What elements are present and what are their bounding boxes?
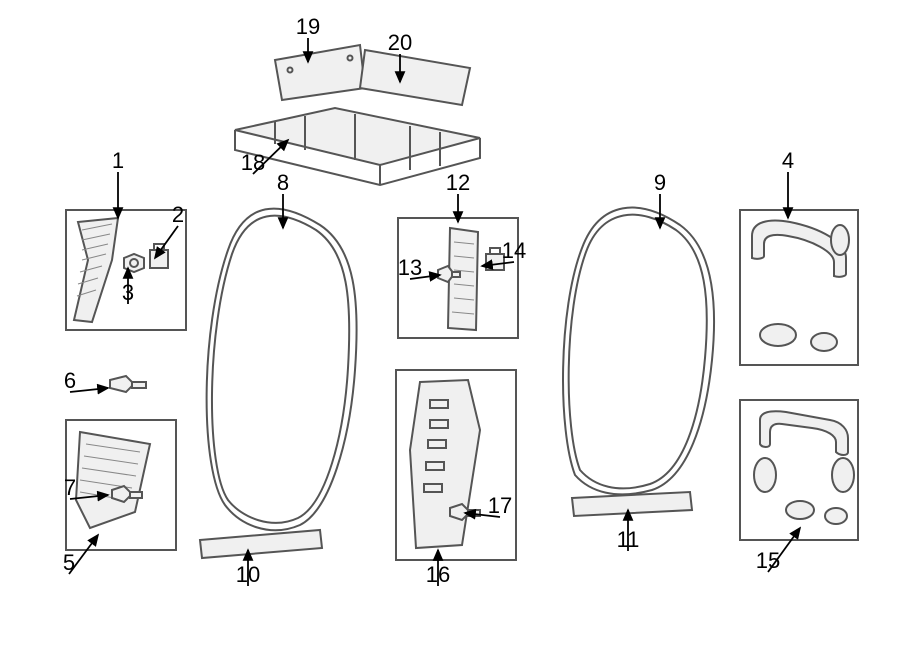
part-bolt-17 — [450, 504, 480, 520]
callout-label-16: 16 — [426, 562, 450, 587]
callout-label-5: 5 — [63, 550, 75, 575]
part-front-sill-plate — [200, 530, 322, 558]
callout-label-15: 15 — [756, 548, 780, 573]
callout-label-7: 7 — [64, 475, 76, 500]
part-tray-lid-left — [275, 45, 365, 100]
callout-label-19: 19 — [296, 14, 320, 39]
callout-label-9: 9 — [654, 170, 666, 195]
parts-diagram: 1234567891011121314151617181920 — [0, 0, 900, 661]
part-a-pillar-trim — [74, 218, 118, 322]
callout-label-18: 18 — [241, 150, 265, 175]
callout-label-11: 11 — [617, 527, 640, 552]
part-rear-sill-plate — [572, 492, 692, 516]
part-bolt-6 — [110, 376, 146, 392]
part-tray-lid-right — [360, 50, 470, 105]
callout-label-14: 14 — [502, 238, 526, 263]
part-b-pillar-lower — [410, 380, 480, 548]
callout-label-10: 10 — [236, 562, 260, 587]
callout-label-13: 13 — [398, 255, 422, 280]
callout-label-8: 8 — [277, 170, 289, 195]
callout-label-20: 20 — [388, 30, 412, 55]
callout-label-2: 2 — [172, 202, 184, 227]
part-nut-3 — [124, 254, 144, 272]
part-b-pillar-upper — [448, 228, 478, 330]
callout-label-4: 4 — [782, 148, 794, 173]
part-grab-handle-rear — [754, 411, 854, 524]
part-kick-panel — [76, 432, 150, 528]
callout-label-12: 12 — [446, 170, 470, 195]
part-grab-handle-front — [752, 221, 849, 351]
callout-label-1: 1 — [112, 148, 124, 173]
part-clip-2 — [150, 244, 168, 268]
callout-label-6: 6 — [64, 368, 76, 393]
part-storage-tray — [235, 108, 480, 185]
callout-label-17: 17 — [488, 493, 512, 518]
part-front-weatherstrip — [207, 209, 357, 531]
callout-label-3: 3 — [122, 280, 134, 305]
part-rear-weatherstrip — [563, 208, 714, 495]
